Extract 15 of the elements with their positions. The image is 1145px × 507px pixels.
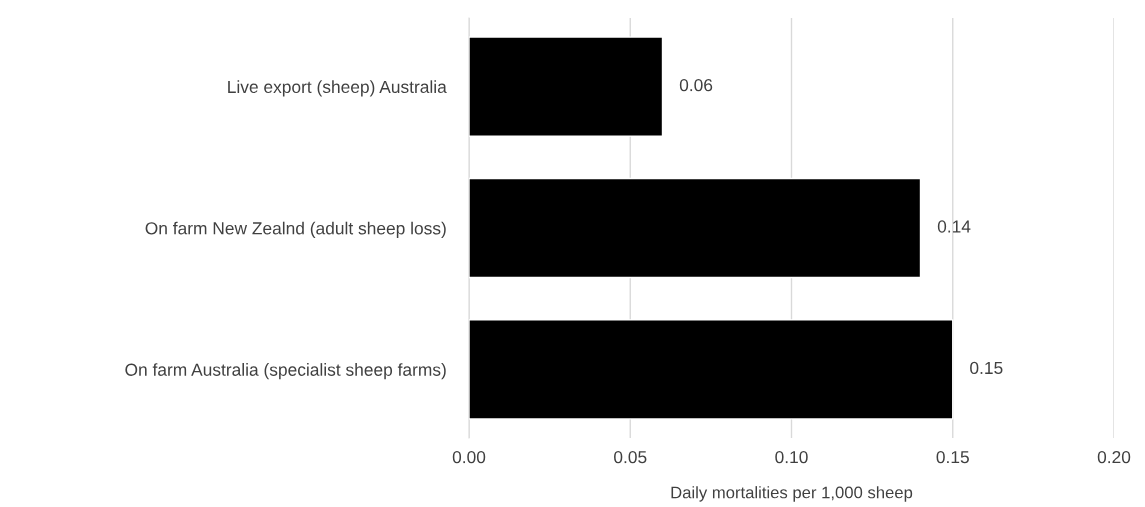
x-tick-label: 0.20 (1097, 450, 1131, 464)
bar (469, 319, 954, 420)
data-label: 0.06 (679, 78, 713, 92)
bar (469, 36, 664, 137)
bar (469, 177, 922, 279)
y-tick-label: On farm Australia (specialist sheep farms) (125, 363, 446, 380)
x-tick-label: 0.10 (775, 450, 808, 464)
y-tick-label: Live export (sheep) Australia (228, 80, 447, 97)
data-label: 0.14 (937, 220, 971, 233)
x-tick-label: 0.15 (936, 450, 969, 464)
data-label: 0.15 (970, 361, 1003, 375)
y-tick-label: On farm New Zealnd (adult sheep loss) (145, 221, 446, 238)
x-tick-label: 0.05 (614, 450, 647, 464)
x-tick-label: 0.00 (452, 450, 486, 464)
x-axis-title: Daily mortalities per 1,000 sheep (671, 486, 913, 502)
